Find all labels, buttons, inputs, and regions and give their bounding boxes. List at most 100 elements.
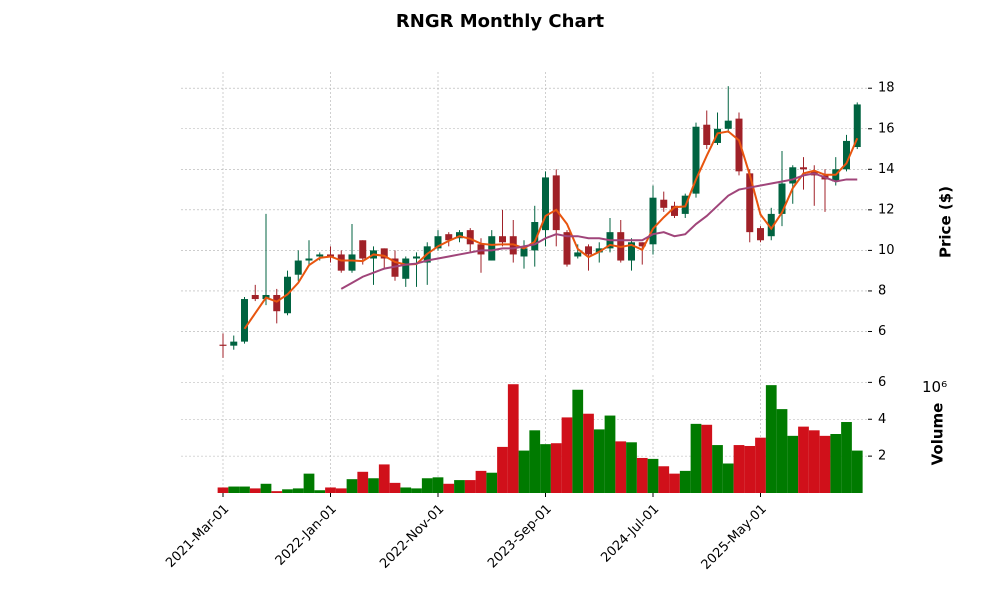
candle-body <box>230 341 238 346</box>
candle-body <box>767 213 775 237</box>
candle-body <box>294 260 302 275</box>
volume-bar <box>636 457 648 493</box>
candle-body <box>574 252 582 257</box>
volume-bar <box>744 445 756 493</box>
volume-bar <box>529 430 541 493</box>
candle-body <box>649 197 657 245</box>
y-tick-label: 2 <box>878 449 886 464</box>
volume-bar <box>550 443 562 493</box>
candle-body <box>660 199 668 208</box>
volume-bar <box>282 489 293 493</box>
y-tick-label: 6 <box>878 375 886 390</box>
volume-bar <box>658 466 670 493</box>
y-tick-label: 4 <box>878 412 886 427</box>
volume-bar <box>486 472 498 493</box>
volume-bar <box>421 478 433 493</box>
y-tick-label: 10 <box>878 243 895 258</box>
volume-bar <box>819 435 831 493</box>
candle-body <box>251 294 259 300</box>
volume-bar <box>325 487 336 493</box>
volume-bar <box>593 429 605 493</box>
volume-bar <box>271 491 283 493</box>
volume-bar <box>389 482 401 493</box>
candle-body <box>305 258 313 261</box>
volume-bar <box>292 488 304 493</box>
volume-bar <box>722 463 734 493</box>
candle-body <box>434 236 442 249</box>
y-tick-label: 8 <box>878 283 886 298</box>
volume-bar <box>583 413 594 493</box>
volume-bar <box>432 477 444 493</box>
candle-body <box>778 183 786 214</box>
x-tick-label: 2024-Jul-01 <box>598 502 662 566</box>
moving-average <box>243 130 859 330</box>
moving-average <box>340 172 858 290</box>
x-tick-label: 2021-Mar-01 <box>163 502 232 571</box>
volume-bar <box>808 430 820 493</box>
candle-body <box>800 167 807 170</box>
x-tick-label: 2022-Nov-01 <box>377 502 447 572</box>
volume-bar <box>368 478 379 493</box>
volume-bar <box>604 415 616 493</box>
candle-body <box>380 248 388 259</box>
volume-bar <box>841 422 852 493</box>
volume-bar <box>798 426 809 493</box>
volume-bar <box>239 486 250 493</box>
candle-body <box>542 177 549 231</box>
candle-body <box>445 234 453 241</box>
x-tick-label: 2023-Sep-01 <box>485 502 555 572</box>
candle-body <box>735 118 743 172</box>
volume-axis-label: Volume <box>929 403 947 466</box>
volume-bar <box>712 445 723 493</box>
volume-bar <box>561 417 573 493</box>
volume-bar <box>217 487 229 493</box>
candle-body <box>853 104 861 148</box>
volume-bar <box>830 434 842 493</box>
volume-bar <box>765 385 777 493</box>
volume-bar <box>335 488 347 493</box>
y-tick-label: 16 <box>878 121 895 136</box>
y-tick-label: 6 <box>878 324 886 339</box>
volume-bar <box>346 479 358 493</box>
candle-body <box>714 128 721 143</box>
volume-bar <box>454 480 465 493</box>
volume-bar <box>701 424 713 493</box>
volume-bar <box>518 450 530 493</box>
volume-bar <box>228 486 240 493</box>
x-tick-label: 2025-May-01 <box>699 502 770 573</box>
candle-body <box>703 124 711 145</box>
candle-body <box>402 258 410 279</box>
candle-body <box>563 232 571 265</box>
candle-body <box>746 173 754 233</box>
volume-bar <box>647 458 659 493</box>
volume-bar <box>443 483 455 493</box>
volume-bar <box>475 470 487 493</box>
candle-body <box>219 344 227 346</box>
candle-body <box>671 205 678 216</box>
volume-bar <box>626 442 637 493</box>
volume-bar <box>411 488 422 493</box>
candle-body <box>692 126 700 194</box>
candle-body <box>273 294 281 312</box>
candle-body <box>348 254 356 271</box>
volume-bar <box>615 441 627 493</box>
volume-bar <box>787 435 799 493</box>
candle-body <box>327 254 334 257</box>
volume-bar <box>572 389 584 493</box>
candle-body <box>724 120 732 129</box>
candle-body <box>488 236 496 261</box>
volume-bar <box>507 384 519 493</box>
candle-body <box>638 242 646 247</box>
candle-body <box>337 254 345 271</box>
volume-bar <box>260 483 272 493</box>
candle-body <box>595 248 603 253</box>
volume-bar <box>669 473 680 493</box>
chart-title: RNGR Monthly Chart <box>396 11 605 32</box>
candle-body <box>477 244 485 255</box>
candle-body <box>359 240 367 259</box>
x-tick-label: 2022-Jan-01 <box>273 502 340 569</box>
candle-body <box>520 248 528 257</box>
volume-bar <box>303 473 315 493</box>
candle-body <box>413 256 420 259</box>
